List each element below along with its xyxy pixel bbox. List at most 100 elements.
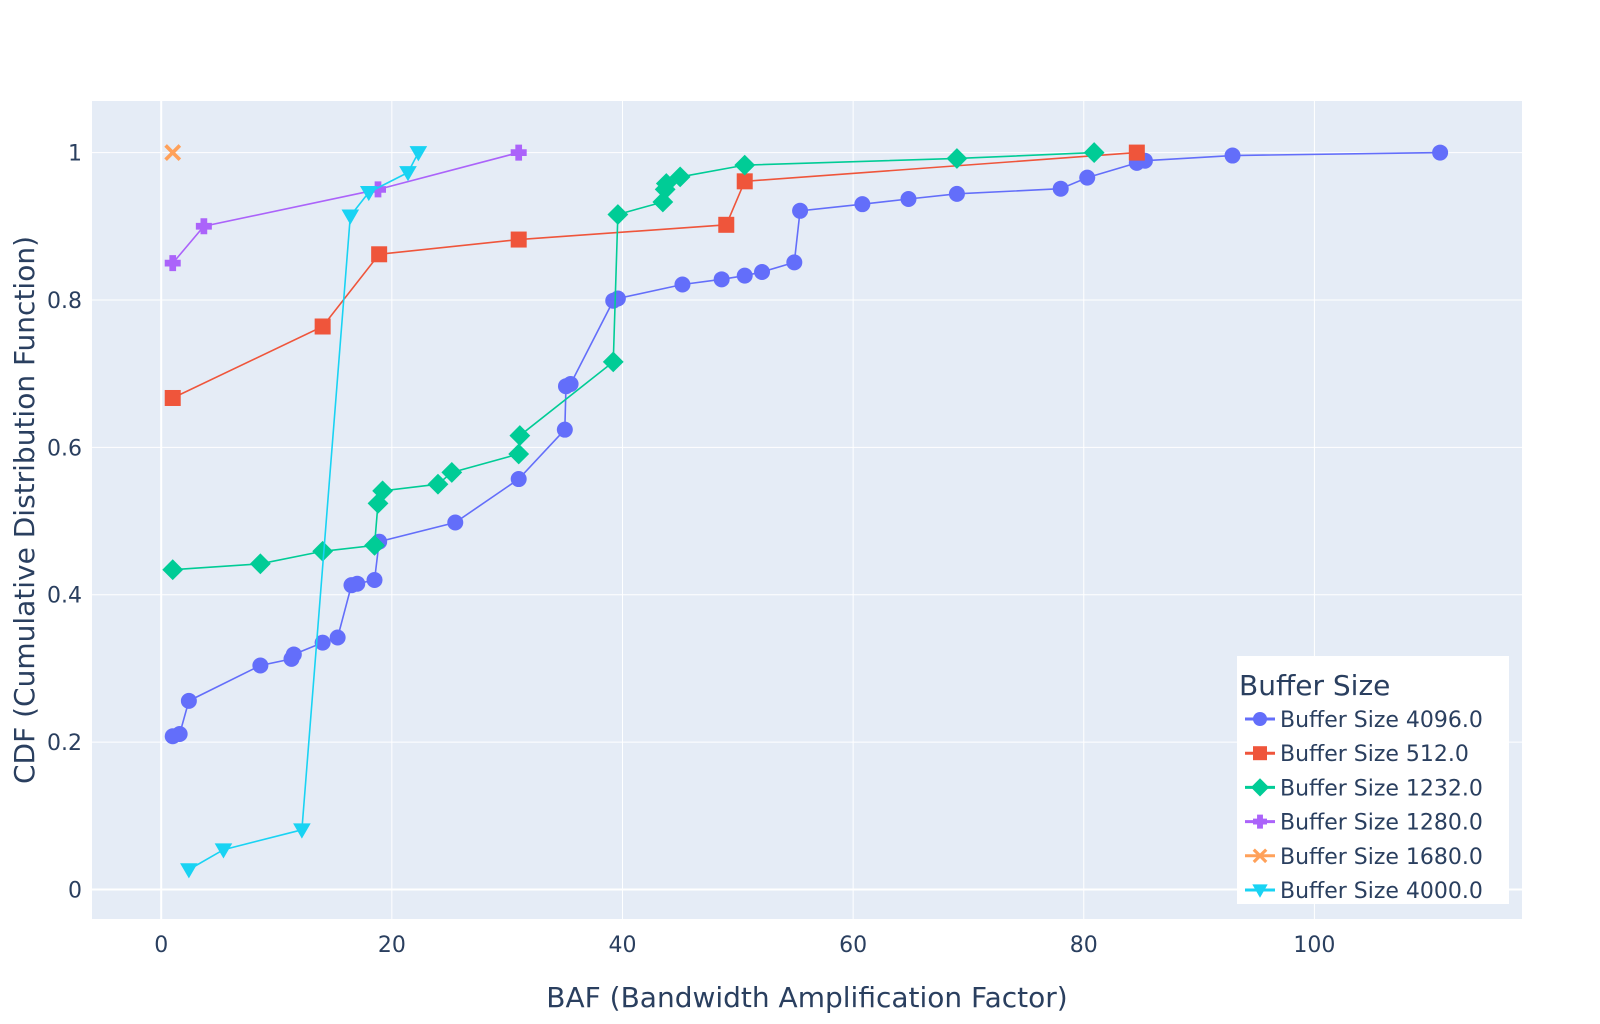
data-point (195, 218, 212, 235)
data-point (314, 634, 331, 651)
data-point (359, 185, 378, 202)
data-point (602, 351, 624, 373)
data-point (1052, 180, 1069, 197)
data-point (366, 572, 383, 589)
data-point (162, 559, 184, 581)
series-buffer-size-1280-0 (164, 144, 527, 272)
legend-item[interactable]: Buffer Size 1280.0 (1245, 811, 1483, 836)
data-point (441, 462, 463, 483)
legend-item[interactable]: Buffer Size 1232.0 (1245, 776, 1483, 801)
x-tick-label: 0 (154, 933, 168, 958)
legend-label: Buffer Size 1280.0 (1280, 811, 1483, 836)
data-point (669, 166, 691, 188)
data-point (754, 263, 771, 280)
data-point (1083, 142, 1105, 163)
legend-marker-swatch (1253, 746, 1267, 761)
data-point (510, 231, 527, 248)
x-axis-title: BAF (Bandwidth Amplification Factor) (546, 981, 1067, 1014)
data-point (792, 202, 809, 219)
data-point (718, 216, 735, 233)
legend-item[interactable]: Buffer Size 4096.0 (1245, 708, 1483, 733)
legend-marker-swatch (1252, 884, 1268, 898)
series-buffer-size-1680-0 (164, 144, 182, 161)
series-buffer-size-1232-0 (162, 142, 1105, 581)
x-tick-label: 80 (1070, 933, 1098, 958)
x-tick-label: 20 (378, 933, 406, 958)
series-line (172, 151, 1441, 738)
series-buffer-size-4096-0 (164, 144, 1449, 745)
data-point (508, 443, 530, 465)
y-tick-label: 0.6 (47, 436, 82, 461)
data-point (447, 514, 464, 531)
data-point (607, 204, 629, 225)
legend-item[interactable]: Buffer Size 4000.0 (1245, 879, 1483, 904)
data-point (510, 144, 527, 161)
data-point (341, 209, 360, 225)
data-point (510, 471, 527, 488)
x-tick-label: 100 (1293, 933, 1335, 958)
data-point (556, 421, 573, 438)
legend-marker-swatch (1253, 712, 1267, 726)
data-point (164, 389, 181, 406)
legend-marker-swatch (1253, 814, 1267, 829)
series-buffer-size-4000-0 (180, 146, 428, 879)
data-point (734, 154, 756, 176)
data-point (314, 318, 331, 335)
data-point (1128, 144, 1145, 161)
data-point (786, 254, 803, 271)
data-point (562, 375, 579, 392)
x-tick-label: 40 (608, 933, 636, 958)
data-point (180, 692, 197, 709)
legend-label: Buffer Size 4096.0 (1280, 708, 1483, 733)
data-point (509, 425, 531, 446)
data-point (900, 191, 917, 208)
legend-title: Buffer Size (1239, 669, 1390, 702)
legend-marker-swatch (1250, 778, 1270, 797)
data-point (312, 540, 334, 562)
x-tick-label: 60 (839, 933, 867, 958)
legend-label: Buffer Size 512.0 (1280, 742, 1469, 767)
y-tick-label: 0.8 (47, 289, 82, 314)
data-point (1224, 147, 1241, 164)
data-point (370, 181, 386, 198)
legend-marker-swatch (1252, 848, 1268, 864)
data-point (399, 166, 417, 182)
data-point (854, 196, 871, 213)
data-point (948, 185, 965, 202)
data-point (214, 843, 233, 859)
data-point (371, 246, 388, 263)
legend-label: Buffer Size 4000.0 (1280, 879, 1483, 904)
x-axis-ticks: 0 20 40 60 80 100 (154, 933, 1335, 958)
data-point (180, 863, 198, 879)
y-tick-label: 0.4 (47, 584, 82, 609)
data-point (252, 657, 269, 674)
data-point (609, 290, 626, 307)
legend-label: Buffer Size 1232.0 (1280, 776, 1483, 801)
data-point (329, 629, 346, 646)
data-point (736, 173, 753, 190)
y-tick-label: 0.2 (47, 731, 82, 756)
data-point (409, 146, 428, 162)
data-point (1079, 169, 1096, 186)
data-point (427, 473, 449, 495)
y-axis-ticks: 0 0.2 0.4 0.6 0.8 1 (47, 142, 82, 904)
data-point (249, 553, 271, 575)
series-buffer-size-512-0 (164, 144, 1145, 406)
data-point (674, 276, 691, 293)
series-layer (162, 142, 1449, 879)
data-point (164, 255, 181, 272)
data-point (372, 480, 394, 502)
legend-item[interactable]: Buffer Size 512.0 (1245, 742, 1469, 767)
legend-label: Buffer Size 1680.0 (1280, 845, 1483, 870)
series-line (172, 151, 519, 264)
data-point (349, 575, 366, 592)
legend-items: Buffer Size 4096.0 Buffer Size 512.0 Buffe… (1245, 708, 1483, 904)
data-point (293, 823, 311, 839)
y-tick-label: 1 (68, 142, 82, 167)
legend-item[interactable]: Buffer Size 1680.0 (1245, 845, 1483, 870)
data-point (655, 173, 677, 194)
data-point (164, 144, 182, 161)
data-point (364, 534, 385, 556)
